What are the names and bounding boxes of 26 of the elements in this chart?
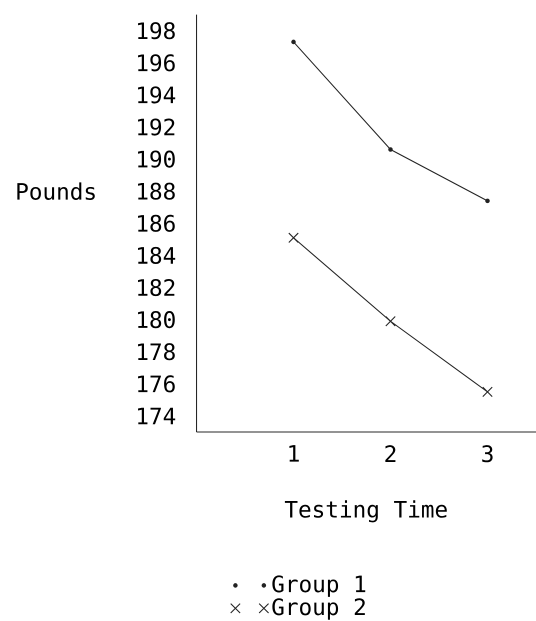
y-tick-label: 190 (138, 150, 175, 168)
x-axis-title: Testing Time (284, 500, 447, 522)
y-tick-label: 188 (138, 182, 175, 200)
legend-label: Group 2 (272, 598, 365, 620)
y-tick-label: 184 (138, 246, 176, 264)
y-tick-label: 194 (138, 86, 176, 104)
y-axis-title: Pounds (17, 182, 95, 200)
point (388, 147, 393, 152)
legend-label: Group 1 (272, 575, 366, 597)
point (385, 316, 396, 326)
point (288, 232, 299, 244)
y-tick-label: 182 (138, 278, 174, 296)
point (485, 198, 490, 204)
y-tick-label: 174 (138, 408, 176, 424)
x-tick-label: 3 (482, 445, 493, 462)
y-tick-label: 192 (138, 118, 174, 136)
x-tick-label: 2 (385, 445, 396, 462)
y-tick-label: 198 (138, 22, 175, 40)
y-tick-label: 186 (138, 214, 175, 232)
point (482, 386, 493, 398)
point (291, 40, 296, 44)
y-tick-label: 180 (138, 311, 175, 328)
y-tick-label: 196 (138, 54, 175, 72)
y-tick-label: 178 (138, 343, 175, 360)
x-tick-label: 1 (289, 445, 299, 462)
y-tick-label: 176 (138, 375, 175, 392)
